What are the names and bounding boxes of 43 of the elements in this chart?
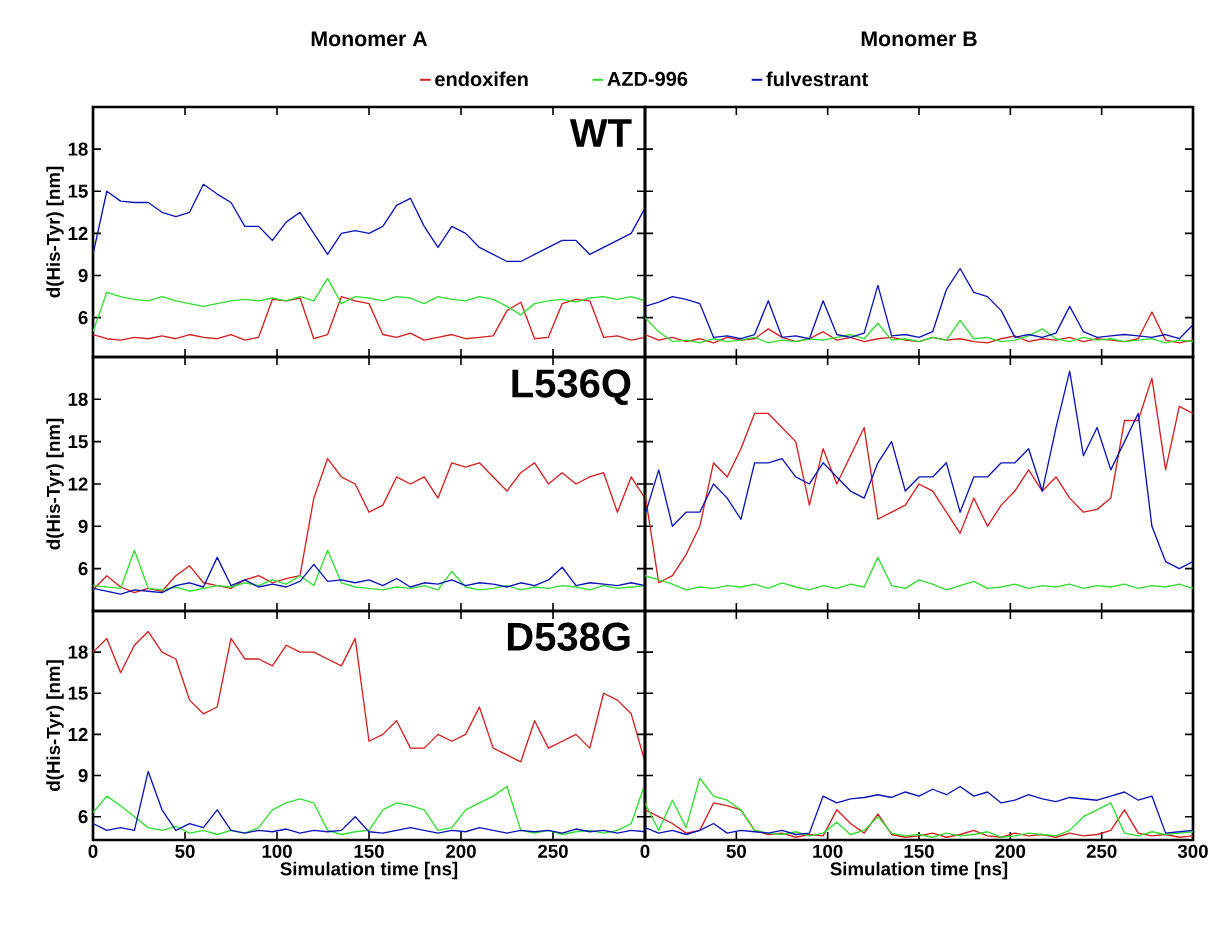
x-tick-label: 150 (354, 844, 384, 858)
y-tick-label: 15 (68, 184, 88, 198)
y-tick-label: 18 (68, 645, 88, 659)
y-tick-label: 18 (68, 392, 88, 406)
y-tick-label: 6 (78, 562, 88, 576)
x-tick-label: 300 (1177, 844, 1208, 858)
y-tick-label: 6 (78, 311, 88, 325)
x-tick-label: 50 (726, 844, 746, 858)
x-tick-label: 100 (262, 844, 292, 858)
legend-label: fulvestrant (766, 71, 868, 87)
y-tick-label: 12 (68, 226, 88, 240)
x-tick-label: 0 (640, 844, 650, 858)
annotation: L536Q (512, 369, 631, 406)
y-tick-label: 12 (68, 477, 88, 491)
chart-title: Monomer A (311, 31, 428, 47)
x-tick-label: 50 (175, 844, 195, 858)
y-tick-label: 15 (68, 686, 88, 700)
x-tick-label: 250 (538, 844, 568, 858)
x-tick-label: 0 (88, 844, 98, 858)
x-tick-label: 150 (904, 844, 934, 858)
x-axis-title: Simulation time [ns] (280, 861, 458, 880)
x-tick-label: 200 (446, 844, 476, 858)
legend-label: AZD-996 (607, 71, 688, 86)
annotation: WT (569, 119, 632, 147)
y-tick-label: 9 (78, 768, 88, 783)
line-series (93, 783, 645, 836)
y-tick-label: 15 (68, 435, 88, 449)
y-axis-title: d(His-Tyr) [nm] (46, 166, 64, 298)
chart-title: Monomer B (861, 31, 977, 47)
y-axis-title: d(His-Tyr) [nm] (46, 660, 64, 791)
y-axis-title: d(His-Tyr) [nm] (46, 418, 64, 550)
y-tick-label: 6 (78, 810, 88, 824)
y-tick-label: 12 (68, 727, 88, 741)
y-tick-label: 9 (78, 519, 88, 533)
y-tick-label: 18 (68, 142, 88, 156)
legend-label: endoxifen (435, 71, 528, 87)
x-tick-label: 200 (995, 844, 1026, 858)
x-tick-label: 250 (1086, 844, 1117, 858)
annotation: D538G (507, 622, 630, 651)
x-axis-title: Simulation time [ns] (830, 861, 1008, 880)
y-tick-label: 9 (78, 268, 88, 283)
line-series (93, 457, 645, 594)
x-tick-label: 100 (813, 844, 843, 858)
